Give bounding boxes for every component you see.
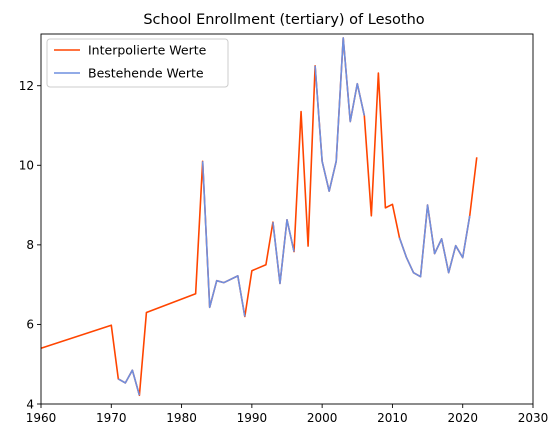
- chart-title: School Enrollment (tertiary) of Lesotho: [143, 12, 424, 28]
- x-tick-label: 2020: [447, 411, 478, 425]
- x-tick-label: 1990: [237, 411, 268, 425]
- y-tick-label: 4: [26, 397, 34, 411]
- y-tick-label: 12: [19, 79, 34, 93]
- x-tick-label: 1960: [26, 411, 57, 425]
- series-line-existing-1: [117, 369, 141, 396]
- legend-box: [46, 38, 229, 88]
- x-axis: 1960 1970 1980 1990 2000 2010 2020 2030: [26, 404, 549, 425]
- y-tick-label: 6: [26, 318, 34, 332]
- y-tick-label: 10: [19, 159, 34, 173]
- series-line-existing-5: [398, 204, 471, 278]
- series-line-existing-3: [272, 219, 295, 285]
- plot-frame: [40, 33, 534, 405]
- x-tick-label: 2010: [377, 411, 408, 425]
- series-line-existing-2: [201, 161, 246, 317]
- x-tick-label: 1980: [166, 411, 197, 425]
- series-line-existing-4: [314, 37, 366, 192]
- x-tick-label: 2030: [518, 411, 549, 425]
- series-line-interpolated: [40, 37, 478, 397]
- y-tick-label: 8: [26, 238, 34, 252]
- y-axis: 4 6 8 10 12: [19, 79, 41, 411]
- x-tick-label: 2000: [307, 411, 338, 425]
- legend-label-interpolated: Interpolierte Werte: [88, 43, 207, 58]
- series-layer: [40, 37, 478, 397]
- legend: Interpolierte Werte Bestehende Werte: [46, 38, 229, 88]
- legend-label-existing: Bestehende Werte: [88, 66, 204, 81]
- x-tick-label: 1970: [96, 411, 127, 425]
